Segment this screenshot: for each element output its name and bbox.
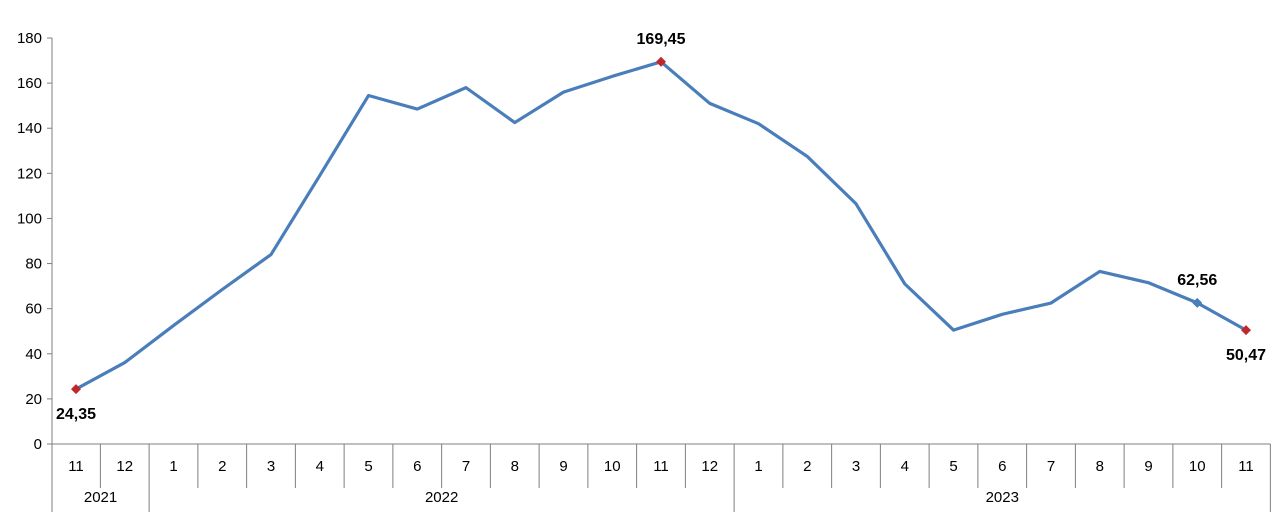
y-tick-label: 160 — [17, 75, 42, 92]
x-tick-label: 11 — [1238, 458, 1254, 475]
x-tick-label: 8 — [1096, 458, 1104, 475]
y-tick-label: 80 — [25, 256, 42, 273]
data-label: 50,47 — [1226, 347, 1266, 364]
x-tick-label: 3 — [852, 458, 860, 475]
x-tick-label: 3 — [267, 458, 275, 475]
data-label: 24,35 — [56, 406, 96, 423]
y-tick-label: 0 — [34, 436, 42, 453]
x-year-label: 2023 — [986, 489, 1019, 506]
y-tick-label: 40 — [25, 346, 42, 363]
x-tick-label: 6 — [998, 458, 1006, 475]
x-tick-label: 2 — [803, 458, 811, 475]
x-tick-label: 1 — [754, 458, 762, 475]
x-tick-label: 2 — [218, 458, 226, 475]
x-tick-label: 11 — [68, 458, 84, 475]
y-tick-label: 20 — [25, 391, 42, 408]
x-tick-label: 4 — [316, 458, 324, 475]
x-tick-label: 5 — [364, 458, 372, 475]
x-tick-label: 7 — [462, 458, 470, 475]
series-line — [74, 60, 1248, 391]
data-label: 62,56 — [1177, 272, 1217, 289]
y-tick-label: 60 — [25, 301, 42, 318]
x-tick-label: 12 — [701, 458, 718, 475]
x-tick-label: 11 — [653, 458, 669, 475]
x-year-label: 2021 — [84, 489, 117, 506]
highlight-markers: 24,35 169,45 62,56 50,47 — [56, 31, 1266, 423]
series-1 — [74, 60, 1248, 391]
x-tick-label: 6 — [413, 458, 421, 475]
y-axis: 0 20 40 60 80 100 120 140 160 180 — [17, 30, 53, 453]
x-tick-label: 1 — [169, 458, 177, 475]
x-tick-label: 7 — [1047, 458, 1055, 475]
diamond-marker — [1192, 297, 1203, 308]
x-tick-label: 10 — [1189, 458, 1206, 475]
y-tick-label: 140 — [17, 120, 42, 137]
x-tick-label: 10 — [604, 458, 621, 475]
y-tick-label: 180 — [17, 30, 42, 47]
x-tick-label: 12 — [116, 458, 133, 475]
x-tick-label: 9 — [1144, 458, 1152, 475]
x-year-label: 2022 — [425, 489, 458, 506]
y-tick-label: 100 — [17, 210, 42, 227]
diamond-marker — [71, 384, 81, 395]
diamond-marker — [656, 56, 666, 67]
y-tick-label: 120 — [17, 165, 42, 182]
x-tick-label: 4 — [901, 458, 909, 475]
data-label: 169,45 — [637, 31, 686, 48]
x-tick-label: 8 — [511, 458, 519, 475]
x-tick-label: 5 — [949, 458, 957, 475]
diamond-marker — [1241, 325, 1251, 336]
x-tick-label: 9 — [559, 458, 567, 475]
